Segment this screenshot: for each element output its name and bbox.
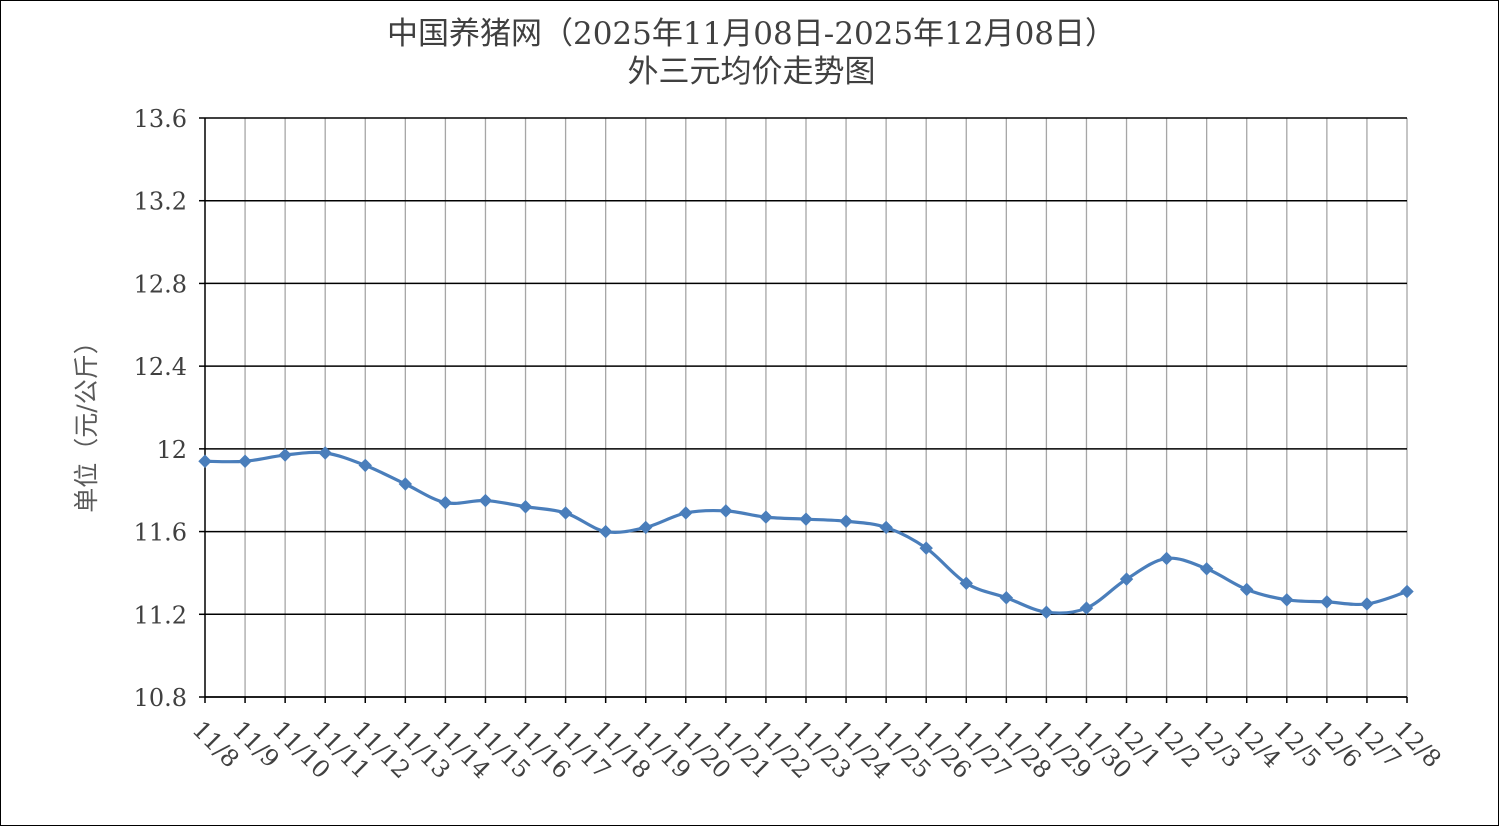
data-point-marker xyxy=(719,504,733,518)
y-tick-label: 12 xyxy=(156,436,187,464)
y-tick-label: 11.6 xyxy=(134,519,187,547)
data-point-marker xyxy=(478,493,493,508)
axes xyxy=(204,118,1408,703)
data-point-marker xyxy=(679,506,693,520)
data-point-marker xyxy=(238,454,252,468)
data-point-marker xyxy=(1119,572,1134,586)
data-point-marker xyxy=(639,520,653,535)
y-tick-label: 12.8 xyxy=(134,270,187,298)
y-tick-label: 11.2 xyxy=(134,601,187,629)
data-point-marker xyxy=(759,510,773,524)
y-tick-label: 13.2 xyxy=(134,188,187,216)
data-point-marker xyxy=(1039,605,1054,619)
y-tick-label: 12.4 xyxy=(134,353,187,381)
data-point-marker xyxy=(1079,601,1094,615)
data-point-marker xyxy=(839,514,853,528)
y-tick-labels: 10.8 11.2 11.6 12 12.4 12.8 13.2 13.6 xyxy=(134,105,187,712)
data-point-marker xyxy=(1280,593,1294,607)
data-point-marker xyxy=(919,541,933,555)
data-point-marker xyxy=(1240,582,1254,597)
data-point-marker xyxy=(1360,597,1374,611)
data-point-marker xyxy=(1199,562,1214,576)
chart-title-line2: 外三元均价走势图 xyxy=(627,54,876,90)
horizontal-gridlines xyxy=(199,117,1407,698)
data-point-marker xyxy=(959,576,973,590)
data-point-marker xyxy=(398,477,413,491)
y-tick-label: 13.6 xyxy=(134,105,187,133)
data-point-marker xyxy=(999,591,1014,605)
data-point-marker xyxy=(438,495,453,510)
data-point-marker xyxy=(879,520,893,535)
data-point-marker xyxy=(1159,551,1174,566)
data-point-marker xyxy=(558,506,573,520)
data-point-marker xyxy=(598,524,613,539)
x-tick-labels: 11/811/911/1011/1111/1211/1311/1411/1511… xyxy=(187,715,1447,784)
data-point-marker xyxy=(799,512,813,526)
vertical-gridlines xyxy=(244,118,1408,697)
data-point-marker xyxy=(1320,595,1334,609)
data-point-marker xyxy=(278,448,292,462)
data-point-marker xyxy=(518,500,533,514)
chart-title: 中国养猪网（2025年11月08日-2025年12月08日） 外三元均价走势图 xyxy=(1,15,1501,91)
data-point-marker xyxy=(358,458,372,473)
data-point-marker xyxy=(1400,584,1414,599)
data-point-marker xyxy=(198,454,212,468)
y-tick-label: 10.8 xyxy=(134,684,187,712)
series-markers xyxy=(198,446,1414,619)
chart-title-line1: 中国养猪网（2025年11月08日-2025年12月08日） xyxy=(386,16,1117,52)
data-point-marker xyxy=(318,446,332,460)
